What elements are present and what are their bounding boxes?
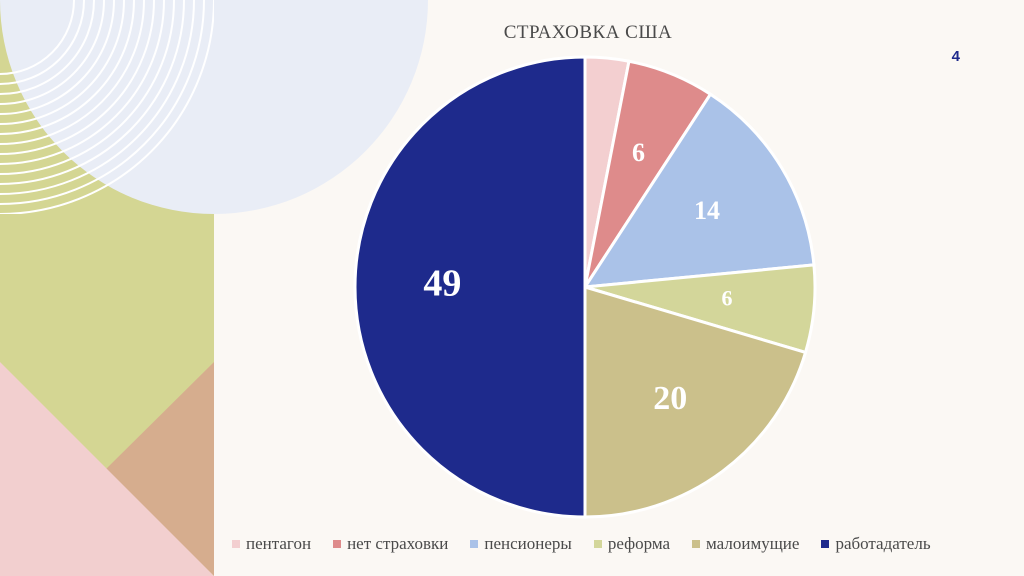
legend-label: пентагон: [246, 534, 312, 553]
chart-legend: пентагон нет страховки пенсионеры реформа ма…: [232, 534, 931, 554]
pie-slice: [583, 284, 808, 519]
pie-slice: [353, 55, 587, 519]
tan-triangle: [105, 362, 214, 576]
legend-swatch: [470, 540, 479, 548]
legend-swatch: [232, 540, 240, 548]
legend-item: малоимущие: [692, 534, 799, 554]
legend-swatch: [692, 540, 701, 548]
legend-item: нет страховки: [333, 534, 448, 554]
pale-blue-circle: [0, 0, 428, 214]
legend-label: малоимущие: [706, 534, 800, 553]
legend-label: работадатель: [835, 534, 931, 553]
slice-data-label: 14: [694, 196, 720, 225]
page-number: 4: [951, 48, 960, 65]
legend-swatch: [333, 540, 342, 548]
slice-data-label: 6: [721, 286, 732, 311]
legend-swatch: [821, 540, 830, 548]
legend-item: работадатель: [821, 534, 931, 554]
slice-data-label: 6: [632, 138, 645, 167]
slice-data-label: 20: [653, 380, 687, 417]
legend-item: пентагон: [232, 534, 311, 554]
legend-swatch: [593, 540, 602, 548]
pie-slice: [582, 92, 816, 289]
legend-item: пенсионеры: [470, 534, 572, 554]
legend-item: реформа: [593, 534, 671, 554]
legend-label: реформа: [607, 534, 671, 553]
legend-label: нет страховки: [347, 534, 449, 553]
legend-label: пенсионеры: [484, 534, 572, 553]
chart-title: СТРАХОВКА США: [503, 22, 673, 43]
slice-data-label: 49: [423, 263, 461, 305]
pink-triangle: [0, 362, 214, 576]
